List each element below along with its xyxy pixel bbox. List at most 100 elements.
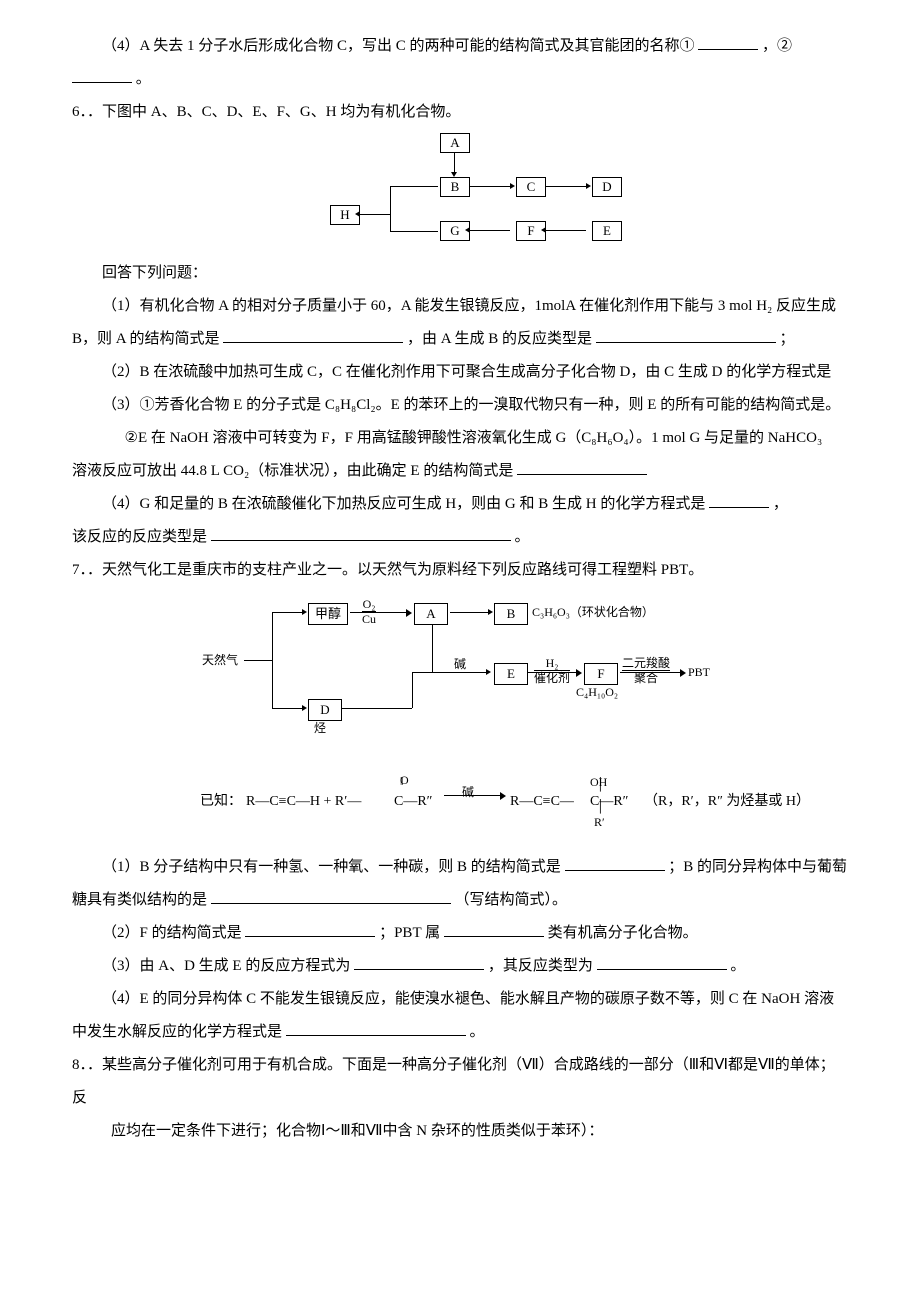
q6-arrow-ef <box>546 230 586 231</box>
q7-p2a: （2）F 的结构简式是 <box>102 925 242 941</box>
q6-line-bh-v <box>390 186 391 215</box>
q6-p3b: ②E 在 NaOH 溶液中可转变为 F，F 用高锰酸钾酸性溶液氧化生成 G（C₈… <box>72 422 848 455</box>
q7-header: 7．．天然气化工是重庆市的支柱产业之一。以天然气为原料经下列反应路线可得工程塑料… <box>72 554 848 587</box>
q7-line-v <box>272 612 273 708</box>
q7-p4a: （4）E 的同分异构体 C 不能发生银镜反应，能使溴水褪色、能水解且产物的碳原子… <box>72 983 848 1016</box>
q6-p4b: ， <box>773 496 788 512</box>
q7-a: A <box>414 603 448 625</box>
q7-p3c: 。 <box>730 958 745 974</box>
q7-p4-line2: 中发生水解反应的化学方程式是 。 <box>72 1016 848 1049</box>
q6-p4-blank1[interactable] <box>709 491 769 509</box>
q6-line-bh-top <box>390 186 438 187</box>
q7-r1: R—C≡C—H + R′— <box>246 787 361 818</box>
q7-p2b: ；PBT 属 <box>379 925 440 941</box>
q6-p4-line2: 该反应的反应类型是 。 <box>72 521 848 554</box>
q7-diagram: 天然气 甲醇 O₂Cu A B C₃H₆O₃（环状化合物） 碱 E H₂催化剂 … <box>202 593 762 743</box>
q7-r2: R—C≡C— <box>510 787 574 818</box>
q7-p2-blank2[interactable] <box>444 920 544 938</box>
q6-p4a: （4）G 和足量的 B 在浓硫酸催化下加热反应可生成 H，则由 G 和 B 生成… <box>102 496 705 512</box>
q7-cat: 催化剂 <box>534 670 570 685</box>
q7-methanol: 甲醇 <box>308 603 348 625</box>
q7-p3-blank1[interactable] <box>354 953 484 971</box>
q6-box-a: A <box>440 133 470 153</box>
q7-tail: （R，R′，R″ 为烃基或 H） <box>644 787 810 818</box>
q7-co-dbl: ‖ <box>400 776 403 786</box>
q6-box-d: D <box>592 177 622 197</box>
q4-c: 。 <box>136 71 151 87</box>
q6-arrow-bc <box>470 186 510 187</box>
q7-pbt: PBT <box>688 665 710 679</box>
q6-p4c: 该反应的反应类型是 <box>72 529 207 545</box>
q7-line-av <box>432 624 433 672</box>
q7-line-d-v <box>412 672 413 708</box>
q7-diacid: 二元羧酸 <box>622 656 670 670</box>
q6-t0: 回答下列问题： <box>72 257 848 290</box>
q7-c4: C₄H₁₀O₂ <box>576 685 618 699</box>
q6-arrow-ab <box>454 171 455 172</box>
q7-jian: 碱 <box>454 657 466 671</box>
q6-p3-line3: 溶液反应可放出 44.8 L CO₂（标准状况），由此确定 E 的结构简式是 <box>72 455 848 488</box>
q6-p4d: 。 <box>515 529 530 545</box>
q4-line: （4）A 失去 1 分子水后形成化合物 C，写出 C 的两种可能的结构简式及其官… <box>72 30 848 96</box>
q7-cu: Cu <box>362 611 376 626</box>
q7-poly: 聚合 <box>622 670 670 685</box>
q7-rprime: R′ <box>594 809 605 835</box>
q7-b: B <box>494 603 528 625</box>
q7-arrow-d <box>272 708 302 709</box>
q6-box-c: C <box>516 177 546 197</box>
q6-p1-line2: B，则 A 的结构简式是 ，由 A 生成 B 的反应类型是 ； <box>72 323 848 356</box>
q7-o2: O₂ <box>362 597 376 611</box>
q4-blank1[interactable] <box>698 33 758 51</box>
q6-p3c: 溶液反应可放出 44.8 L CO₂（标准状况），由此确定 E 的结构简式是 <box>72 463 513 479</box>
q7-cyclic: C₃H₆O₃（环状化合物） <box>532 605 654 619</box>
q7-p1-line: （1）B 分子结构中只有一种氢、一种氧、一种碳，则 B 的结构简式是 ；B 的同… <box>72 851 848 884</box>
q7-ng: 天然气 <box>202 653 238 667</box>
q7-p2c: 类有机高分子化合物。 <box>548 925 698 941</box>
q7-h2: H₂ <box>534 656 570 670</box>
q8-header: 8．．某些高分子催化剂可用于有机合成。下面是一种高分子催化剂（Ⅶ）合成路线的一部… <box>72 1049 848 1115</box>
q7-p1a: （1）B 分子结构中只有一种氢、一种氧、一种碳，则 B 的结构简式是 <box>102 859 561 875</box>
q4-b: ，② <box>762 38 792 54</box>
q7-p1d: （写结构简式）。 <box>455 892 568 908</box>
q6-p3a: （3）①芳香化合物 E 的分子式是 C₈H₈Cl₂。E 的苯环上的一溴取代物只有… <box>72 389 848 422</box>
q6-arrow-cd <box>546 186 586 187</box>
q4-blank2[interactable] <box>72 66 132 84</box>
q7-p3-line: （3）由 A、D 生成 E 的反应方程式为 ，其反应类型为 。 <box>72 950 848 983</box>
q6-p4-blank2[interactable] <box>211 524 511 542</box>
q7-p3b: ，其反应类型为 <box>488 958 593 974</box>
q7-p3-blank2[interactable] <box>597 953 727 971</box>
q7-p4-blank[interactable] <box>286 1019 466 1037</box>
q7-rxn: 已知： R—C≡C—H + R′— O ‖ C—R″ 碱 R—C≡C— OH │… <box>200 757 820 837</box>
q7-p2-blank1[interactable] <box>245 920 375 938</box>
q7-p1c: 糖具有类似结构的是 <box>72 892 207 908</box>
q6-p1d: ； <box>780 331 795 347</box>
q6-p1-blank2[interactable] <box>596 326 776 344</box>
q6-p4-line: （4）G 和足量的 B 在浓硫酸催化下加热反应可生成 H，则由 G 和 B 生成… <box>72 488 848 521</box>
q7-f: F <box>584 663 618 685</box>
q7-arrow-meth <box>272 612 302 613</box>
q6-line-hg-v <box>390 214 391 231</box>
q7-p4b: 中发生水解反应的化学方程式是 <box>72 1024 282 1040</box>
q7-h2cat: H₂催化剂 <box>534 656 570 685</box>
q7-p1-line2: 糖具有类似结构的是 （写结构简式）。 <box>72 884 848 917</box>
q6-header: 6．．下图中 A、B、C、D、E、F、G、H 均为有机化合物。 <box>72 96 848 129</box>
q6-p1b: B，则 A 的结构简式是 <box>72 331 220 347</box>
q4-a: （4）A 失去 1 分子水后形成化合物 C，写出 C 的两种可能的结构简式及其官… <box>102 38 695 54</box>
q7-arrow-ab <box>450 612 488 613</box>
q6-diagram: A B C D H G F E <box>300 133 620 253</box>
q6-p1c: ，由 A 生成 B 的反应类型是 <box>407 331 592 347</box>
q7-p3a: （3）由 A、D 生成 E 的反应方程式为 <box>102 958 350 974</box>
q6-p3-blank[interactable] <box>517 458 647 476</box>
q7-e: E <box>494 663 528 685</box>
q7-p1-blank2[interactable] <box>211 887 451 905</box>
q7-d: D <box>308 699 342 721</box>
q6-box-b: B <box>440 177 470 197</box>
q7-line-ng <box>244 660 272 661</box>
q7-p2-line: （2）F 的结构简式是 ；PBT 属 类有机高分子化合物。 <box>72 917 848 950</box>
q6-p2: （2）B 在浓硫酸中加热可生成 C，C 在催化剂作用下可聚合生成高分子化合物 D… <box>72 356 848 389</box>
q6-arrow-h <box>360 214 390 215</box>
q7-hydro: 烃 <box>314 721 326 735</box>
q7-p1-blank1[interactable] <box>565 854 665 872</box>
q7-p4c: 。 <box>470 1024 485 1040</box>
q6-p1-blank1[interactable] <box>223 326 403 344</box>
